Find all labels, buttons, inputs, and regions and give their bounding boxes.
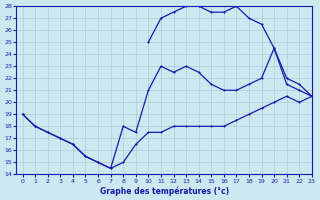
X-axis label: Graphe des températures (°c): Graphe des températures (°c) (100, 186, 229, 196)
